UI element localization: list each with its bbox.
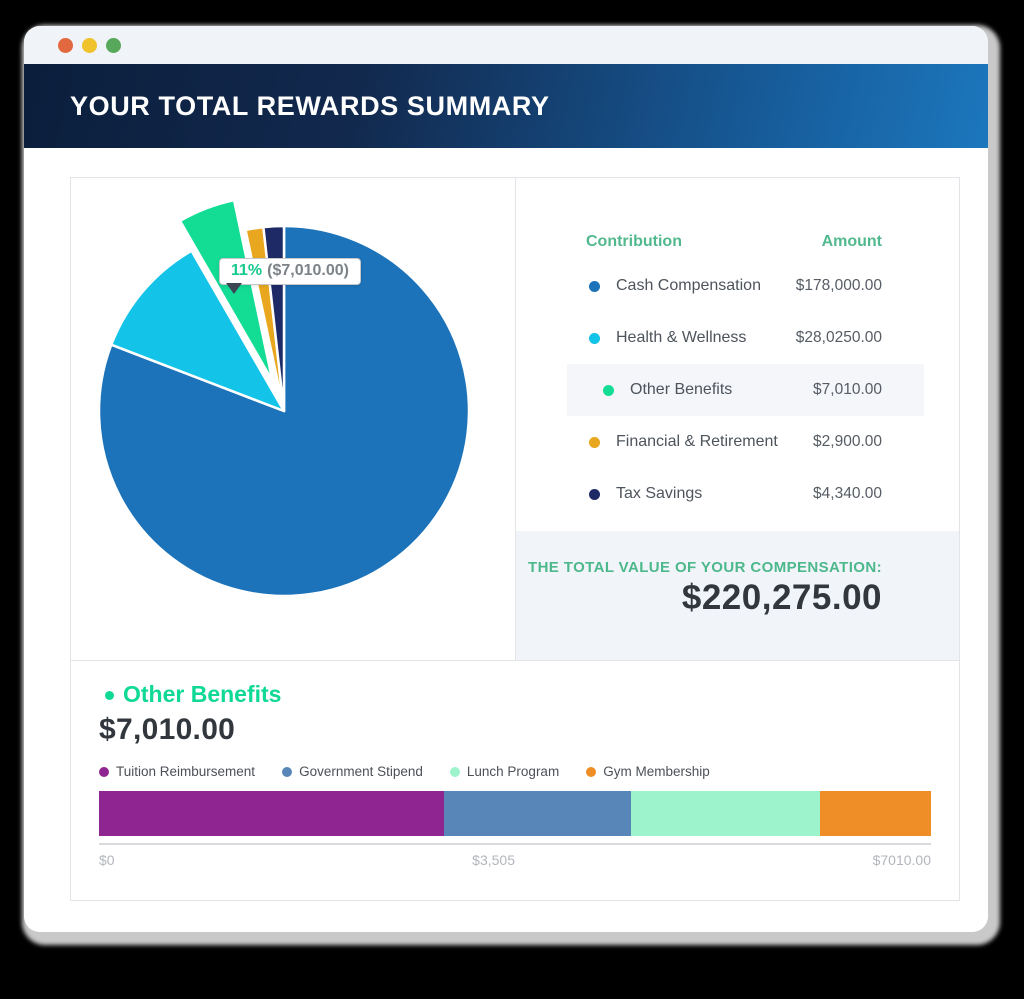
contribution-column-header: Contribution bbox=[586, 233, 682, 250]
bar-chart-legend: Tuition Reimbursement Government Stipend L… bbox=[99, 764, 959, 779]
row-amount: $178,000.00 bbox=[795, 277, 882, 294]
tooltip-amount: ($7,010.00) bbox=[267, 262, 349, 279]
table-row-health-wellness[interactable]: Health & Wellness $28,0250.00 bbox=[567, 312, 924, 364]
window-maximize-button[interactable] bbox=[106, 37, 121, 53]
bar-segment-lunch-program[interactable] bbox=[631, 791, 821, 836]
x-axis-tick-1: $3,505 bbox=[472, 852, 515, 868]
legend-item-tuition-reimbursement: Tuition Reimbursement bbox=[99, 764, 255, 779]
other-benefits-title-text: Other Benefits bbox=[123, 681, 282, 707]
row-label: Cash Compensation bbox=[616, 277, 761, 294]
x-axis-tick-2: $7010.00 bbox=[872, 852, 931, 868]
other-benefits-title: Other Benefits bbox=[99, 681, 959, 708]
legend-dot bbox=[99, 766, 109, 777]
pie-slice-health-wellness[interactable] bbox=[110, 249, 286, 413]
row-color-dot bbox=[589, 436, 600, 448]
app-window: YOUR TOTAL REWARDS SUMMARY 11% ($7,010.00… bbox=[24, 26, 988, 932]
legend-dot bbox=[449, 766, 460, 777]
pie-slice-cash-compensation[interactable] bbox=[97, 224, 471, 598]
summary-panel: 11% ($7,010.00) Contribution Amount Cash … bbox=[70, 177, 960, 901]
x-axis-tick-0: $0 bbox=[99, 852, 115, 868]
legend-label: Government Stipend bbox=[299, 764, 423, 779]
total-compensation-box: THE TOTAL VALUE OF YOUR COMPENSATION: $2… bbox=[516, 531, 959, 660]
total-compensation-label: THE TOTAL VALUE OF YOUR COMPENSATION: bbox=[528, 559, 882, 576]
row-amount: $2,900.00 bbox=[813, 433, 882, 450]
row-amount: $4,340.00 bbox=[813, 485, 882, 502]
x-axis-labels: $0 $3,505 $7010.00 bbox=[99, 852, 931, 868]
green-bullet-icon bbox=[105, 691, 114, 700]
legend-item-government-stipend: Government Stipend bbox=[282, 764, 423, 779]
compensation-pie-chart bbox=[97, 198, 471, 598]
window-titlebar bbox=[24, 26, 988, 64]
page-title: YOUR TOTAL REWARDS SUMMARY bbox=[70, 90, 550, 121]
table-row-cash-compensation[interactable]: Cash Compensation $178,000.00 bbox=[567, 260, 924, 312]
row-color-dot bbox=[589, 280, 600, 292]
other-benefits-amount: $7,010.00 bbox=[99, 713, 236, 746]
other-benefits-bar-chart bbox=[99, 791, 931, 836]
row-label: Other Benefits bbox=[630, 381, 733, 398]
row-amount: $7,010.00 bbox=[813, 381, 882, 398]
legend-label: Tuition Reimbursement bbox=[116, 764, 256, 779]
pie-chart-cell: 11% ($7,010.00) bbox=[71, 178, 515, 660]
row-color-dot bbox=[603, 384, 614, 396]
legend-item-lunch-program: Lunch Program bbox=[449, 764, 560, 779]
bar-segment-tuition-reimbursement[interactable] bbox=[99, 791, 445, 836]
legend-dot bbox=[586, 766, 597, 777]
row-amount: $28,0250.00 bbox=[795, 329, 882, 346]
amount-column-header: Amount bbox=[821, 233, 882, 250]
row-color-dot bbox=[589, 332, 600, 344]
row-label: Tax Savings bbox=[616, 485, 703, 502]
window-close-button[interactable] bbox=[58, 37, 73, 53]
row-label: Financial & Retirement bbox=[616, 433, 778, 450]
other-benefits-panel: Other Benefits $7,010.00 Tuition Reimbur… bbox=[71, 661, 959, 900]
tooltip-percent: 11% bbox=[231, 262, 263, 279]
bar-segment-government-stipend[interactable] bbox=[444, 791, 632, 836]
page-header: YOUR TOTAL REWARDS SUMMARY bbox=[24, 64, 988, 148]
table-row-tax-savings[interactable]: Tax Savings $4,340.00 bbox=[567, 468, 924, 520]
row-label: Health & Wellness bbox=[616, 329, 747, 346]
legend-label: Gym Membership bbox=[603, 764, 710, 779]
x-axis-line bbox=[99, 843, 931, 845]
table-body: Cash Compensation $178,000.00 Health & Wel… bbox=[567, 260, 924, 520]
pie-tooltip: 11% ($7,010.00) bbox=[219, 258, 361, 294]
legend-dot bbox=[282, 766, 293, 777]
legend-label: Lunch Program bbox=[466, 764, 560, 779]
bar-segment-gym-membership[interactable] bbox=[820, 791, 931, 836]
contribution-panel: Contribution Amount Cash Compensation $17… bbox=[515, 178, 959, 660]
table-row-other-benefits[interactable]: Other Benefits $7,010.00 bbox=[567, 364, 924, 416]
content-area: 11% ($7,010.00) Contribution Amount Cash … bbox=[24, 148, 988, 932]
summary-top-row: 11% ($7,010.00) Contribution Amount Cash … bbox=[71, 178, 959, 661]
total-compensation-value: $220,275.00 bbox=[681, 578, 882, 617]
legend-item-gym-membership: Gym Membership bbox=[586, 764, 710, 779]
contribution-table: Contribution Amount Cash Compensation $17… bbox=[567, 224, 924, 520]
table-header-row: Contribution Amount bbox=[567, 224, 924, 260]
row-color-dot bbox=[589, 488, 600, 500]
window-minimize-button[interactable] bbox=[82, 37, 97, 53]
table-row-financial-retirement[interactable]: Financial & Retirement $2,900.00 bbox=[567, 416, 924, 468]
